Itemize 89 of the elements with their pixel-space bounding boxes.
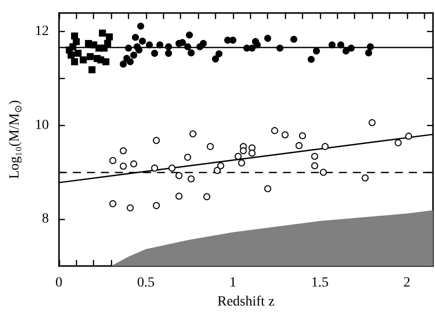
- point: [74, 50, 82, 57]
- x-tick-label: 1: [229, 276, 236, 290]
- point: [184, 154, 192, 161]
- point: [365, 49, 372, 56]
- point: [188, 175, 195, 182]
- point: [109, 200, 116, 208]
- point: [290, 36, 298, 43]
- point: [203, 193, 210, 200]
- point: [206, 143, 214, 150]
- point: [342, 47, 350, 54]
- y-tick-label: 10: [34, 118, 49, 133]
- point: [137, 22, 144, 30]
- point: [248, 44, 256, 52]
- point: [299, 132, 306, 140]
- x-tick-label: 0: [55, 276, 62, 290]
- x-tick-label: 2: [403, 276, 410, 290]
- point: [348, 44, 355, 52]
- y-tick-label: 8: [42, 212, 49, 227]
- point: [214, 166, 221, 174]
- point: [120, 60, 127, 68]
- point: [405, 132, 412, 140]
- point: [328, 41, 336, 48]
- y-axis-title: Log₁₀(M/M⊙): [8, 100, 24, 179]
- point: [68, 52, 75, 59]
- point: [132, 34, 139, 41]
- x-axis-title: Redshift z: [217, 294, 275, 310]
- point: [240, 147, 247, 154]
- point: [104, 40, 112, 47]
- point: [168, 164, 176, 172]
- point: [368, 119, 376, 126]
- point: [125, 44, 132, 52]
- point: [212, 55, 219, 62]
- point: [146, 41, 153, 48]
- point: [366, 43, 374, 50]
- point: [189, 130, 196, 138]
- point: [88, 66, 96, 74]
- x-tick-label: 0.5: [137, 276, 155, 290]
- point: [264, 185, 272, 192]
- point: [175, 172, 182, 180]
- point: [86, 53, 94, 60]
- point: [188, 49, 195, 56]
- point: [130, 160, 138, 168]
- point: [152, 136, 160, 144]
- point: [138, 38, 146, 45]
- point: [238, 159, 246, 166]
- point: [322, 143, 329, 150]
- point: [217, 162, 224, 170]
- point: [394, 139, 402, 146]
- point: [109, 157, 116, 164]
- point: [130, 52, 138, 59]
- point: [175, 192, 182, 200]
- point: [120, 162, 127, 170]
- point: [264, 34, 272, 42]
- point: [337, 41, 344, 48]
- point: [311, 152, 318, 160]
- point: [312, 47, 320, 54]
- point: [151, 50, 158, 57]
- y-tick-label: 12: [34, 24, 49, 40]
- point: [120, 147, 127, 154]
- point: [97, 56, 104, 64]
- point: [184, 43, 192, 50]
- point: [151, 164, 158, 172]
- point: [106, 33, 113, 40]
- point: [215, 50, 222, 58]
- point: [98, 30, 106, 37]
- point: [165, 50, 172, 57]
- point: [165, 43, 172, 50]
- point: [200, 40, 207, 47]
- point: [254, 41, 261, 48]
- point: [80, 56, 87, 64]
- point: [152, 202, 160, 210]
- point: [362, 174, 369, 182]
- point: [282, 131, 289, 138]
- point: [296, 142, 303, 150]
- point: [71, 58, 78, 66]
- point: [308, 56, 315, 63]
- point: [229, 36, 236, 44]
- point: [186, 32, 193, 39]
- x-tick-label: 1.5: [311, 276, 329, 290]
- point: [248, 150, 256, 157]
- point: [156, 41, 164, 48]
- point: [311, 162, 318, 170]
- point: [320, 168, 327, 176]
- point: [234, 152, 242, 160]
- point: [276, 44, 284, 52]
- point: [90, 41, 98, 48]
- point: [271, 127, 278, 134]
- point: [126, 204, 134, 212]
- point: [126, 58, 134, 66]
